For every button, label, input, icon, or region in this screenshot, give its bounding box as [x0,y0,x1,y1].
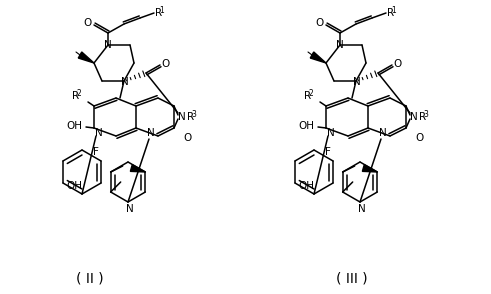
Text: R: R [187,112,194,122]
Text: N: N [121,77,129,87]
Text: N: N [410,112,418,122]
Text: ( III ): ( III ) [336,271,368,285]
Text: OH: OH [298,121,314,131]
Text: 3: 3 [191,110,196,119]
Text: 3: 3 [423,110,428,119]
Polygon shape [310,52,326,63]
Text: 2: 2 [308,89,313,98]
Text: O: O [184,133,192,143]
Text: N: N [147,128,155,138]
Text: R: R [72,91,79,101]
Text: O: O [394,59,402,69]
Text: F: F [93,147,99,157]
Text: N: N [104,40,112,50]
Text: N: N [379,128,387,138]
Polygon shape [78,52,94,63]
Text: R: R [304,91,311,101]
Polygon shape [130,165,145,172]
Polygon shape [362,165,377,172]
Text: O: O [162,59,170,69]
Text: 1: 1 [391,6,396,15]
Text: 1: 1 [159,6,164,15]
Text: O: O [316,18,324,28]
Text: O: O [84,18,92,28]
Text: O: O [416,133,424,143]
Text: N: N [353,77,361,87]
Text: N: N [358,204,366,214]
Text: N: N [178,112,186,122]
Text: OH: OH [298,181,314,191]
Text: ( II ): ( II ) [76,271,104,285]
Text: OH: OH [66,121,82,131]
Text: R: R [419,112,426,122]
Text: N: N [327,128,335,138]
Text: N: N [336,40,344,50]
Text: N: N [95,128,103,138]
Text: OH: OH [66,181,82,191]
Text: 2: 2 [76,89,81,98]
Text: F: F [325,147,331,157]
Text: N: N [126,204,134,214]
Text: R: R [155,8,162,18]
Text: R: R [387,8,394,18]
